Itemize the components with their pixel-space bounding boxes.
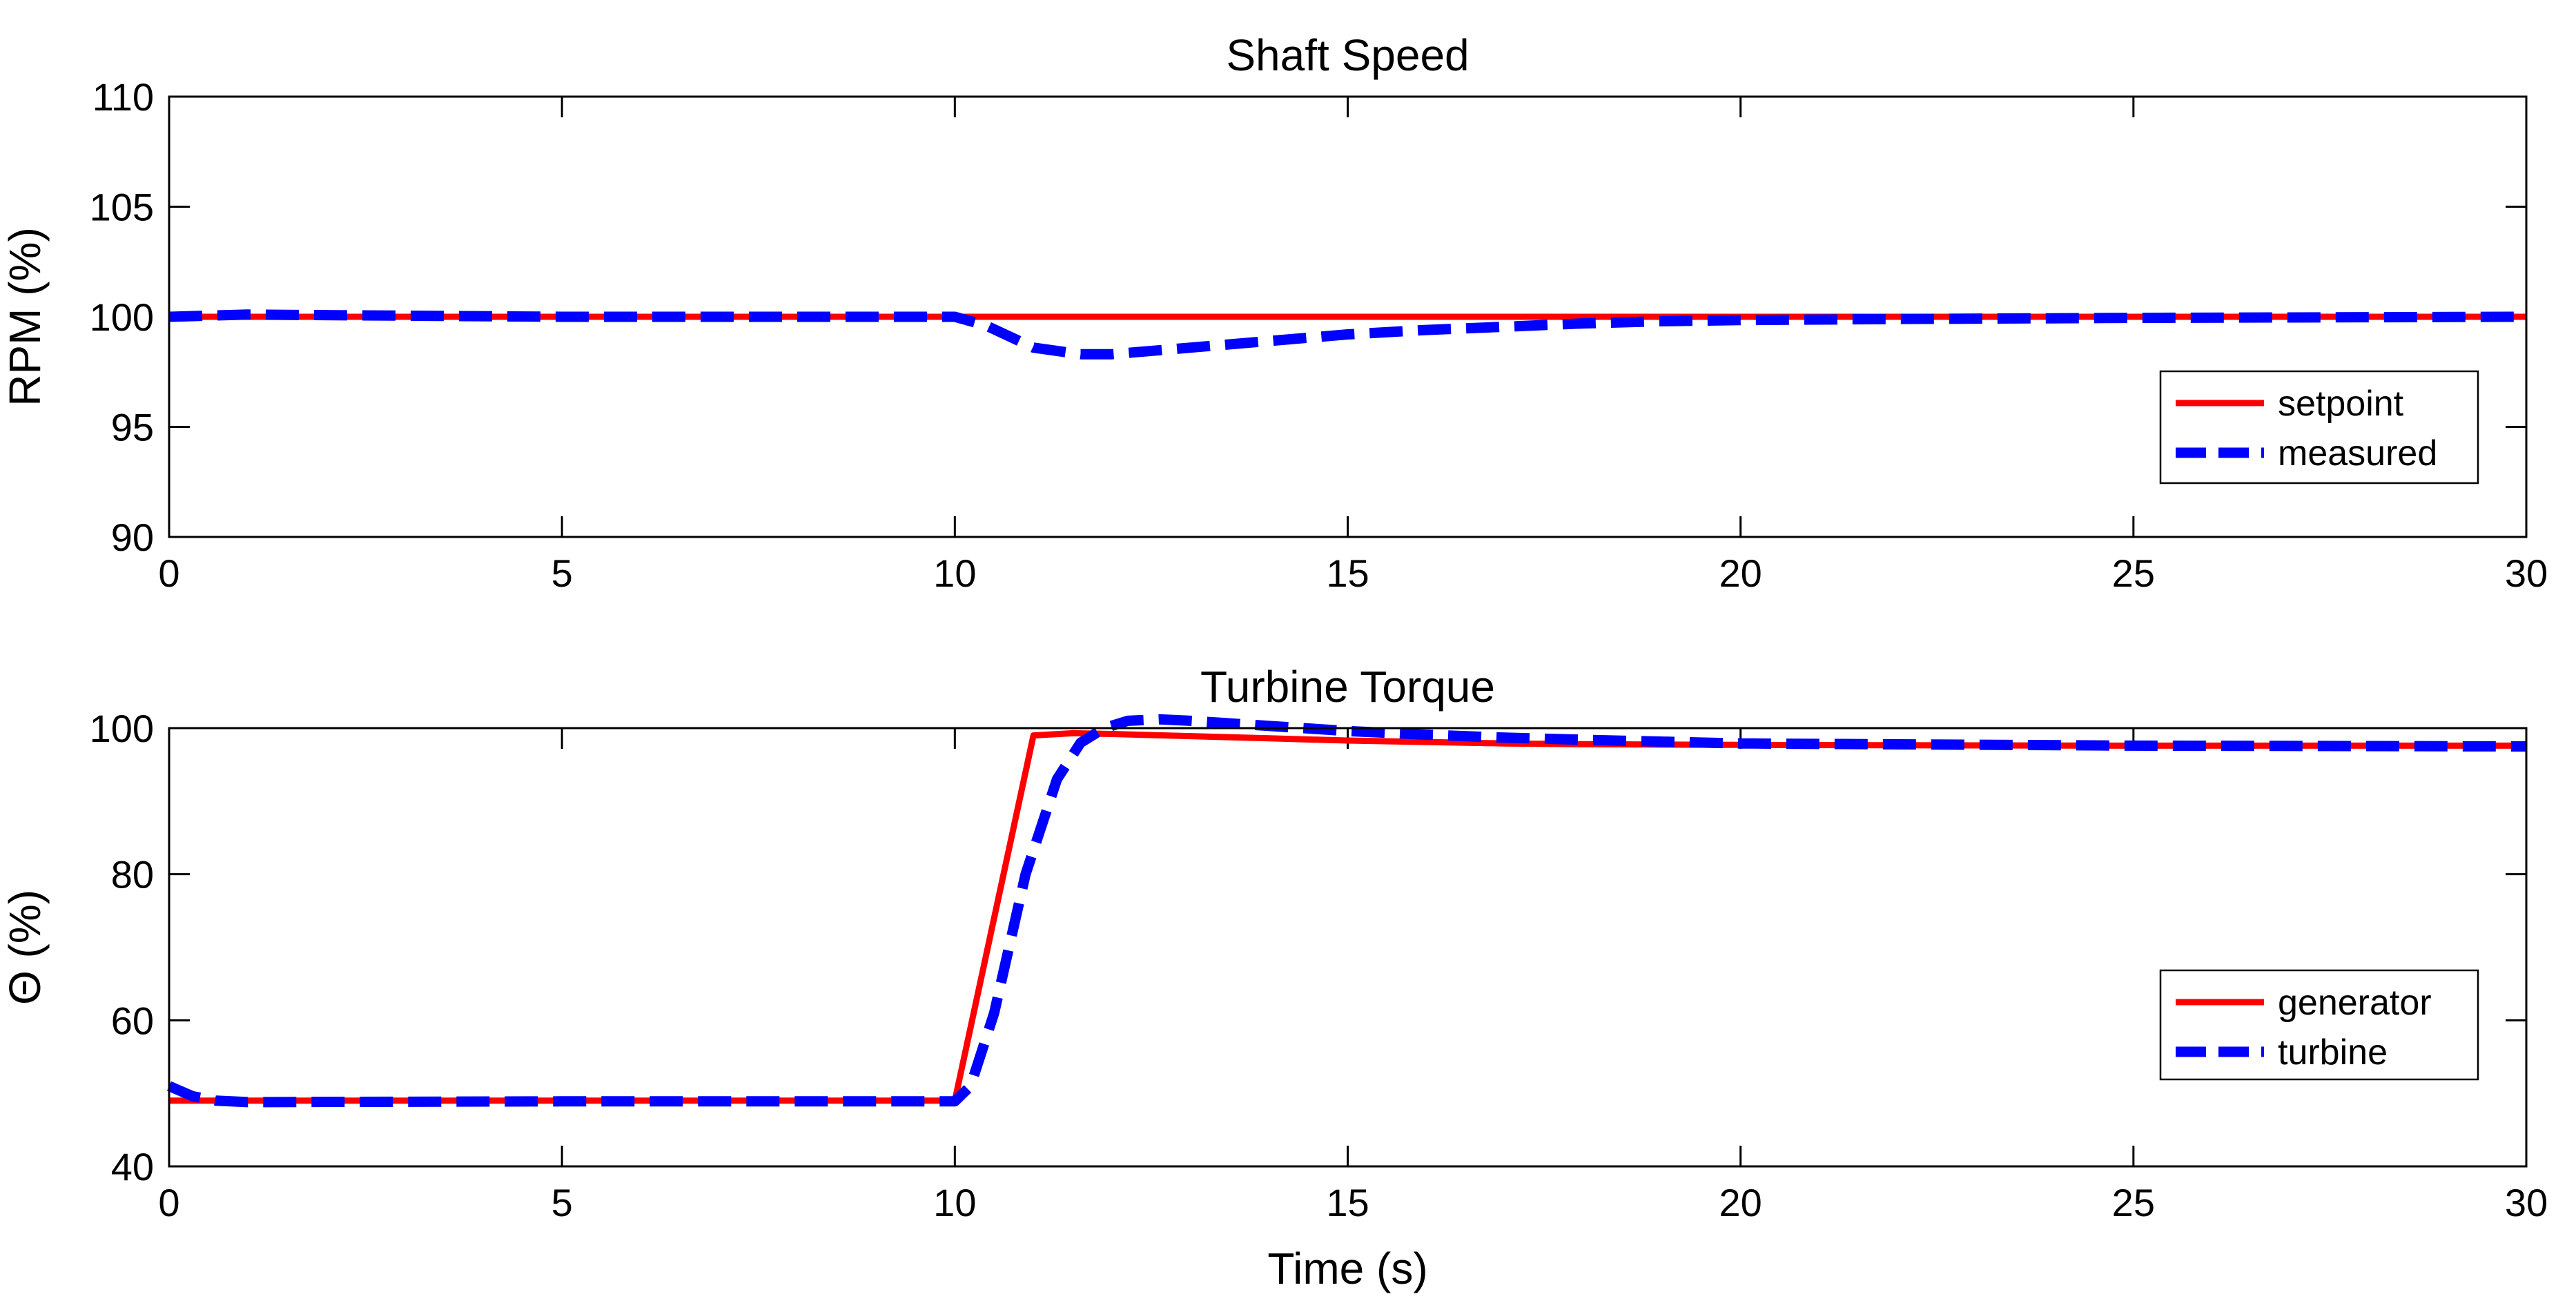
turbine-torque-series: [167, 714, 2527, 1108]
turbine-torque-legend-box: [2159, 969, 2479, 1081]
y-tick-label: 100: [90, 295, 154, 339]
x-tick-label: 5: [552, 551, 573, 595]
turbine-torque-legend: generator turbine: [2159, 969, 2479, 1081]
turbine-torque-title: Turbine Torque: [1200, 662, 1495, 712]
turbine-torque-chart: Turbine Torque Θ (%) Time (s) 0 5 10 15 20 25…: [0, 662, 2548, 1293]
legend-label-turbine: turbine: [2278, 1032, 2388, 1073]
series-line-measured: [168, 309, 2527, 360]
x-tick-label: 15: [1326, 1181, 1369, 1224]
x-tick-label: 25: [2112, 551, 2155, 595]
turbine-torque-ticks: 0 5 10 15 20 25 30 40 60 80 100: [90, 707, 2548, 1224]
x-tick-label: 10: [933, 1181, 976, 1224]
x-tick-label: 0: [158, 551, 179, 595]
legend-label-measured: measured: [2278, 433, 2437, 473]
y-tick-label: 90: [111, 516, 154, 559]
shaft-speed-ticks: 0 5 10 15 20 25 30 90 95 100 105 110: [90, 75, 2548, 595]
series-line-turbine: [167, 714, 2527, 1108]
y-tick-label: 95: [111, 406, 154, 449]
y-tick-label: 60: [111, 999, 154, 1042]
shaft-speed-legend-box: [2159, 370, 2479, 484]
shaft-speed-title: Shaft Speed: [1226, 30, 1469, 80]
shaft-speed-series: [168, 309, 2527, 360]
shaft-speed-chart: Shaft Speed RPM (%) 0 5 10 15 20 25 30 90 95 100 1…: [0, 30, 2548, 595]
time-x-axis-label: Time (s): [1267, 1244, 1427, 1293]
shaft-speed-legend: setpoint measured: [2159, 370, 2479, 484]
y-tick-label: 100: [90, 707, 154, 750]
x-tick-label: 25: [2112, 1181, 2155, 1224]
legend-label-setpoint: setpoint: [2278, 384, 2404, 424]
y-tick-label: 110: [92, 75, 154, 119]
x-tick-label: 15: [1326, 551, 1369, 595]
x-tick-label: 30: [2505, 551, 2548, 595]
shaft-speed-y-axis-label: RPM (%): [0, 227, 50, 407]
turbine-torque-y-axis-label: Θ (%): [0, 890, 50, 1005]
turbine-torque-plot-frame: [168, 727, 2528, 1168]
x-tick-label: 20: [1719, 551, 1762, 595]
y-tick-label: 80: [111, 853, 154, 897]
x-tick-label: 5: [552, 1181, 573, 1224]
x-tick-label: 30: [2505, 1181, 2548, 1224]
y-tick-label: 40: [111, 1145, 154, 1188]
x-tick-label: 20: [1719, 1181, 1762, 1224]
x-tick-label: 10: [933, 551, 976, 595]
shaft-speed-plot-frame: [168, 95, 2528, 538]
y-tick-label: 105: [90, 186, 154, 229]
x-tick-label: 0: [158, 1181, 179, 1224]
legend-label-generator: generator: [2278, 983, 2432, 1023]
